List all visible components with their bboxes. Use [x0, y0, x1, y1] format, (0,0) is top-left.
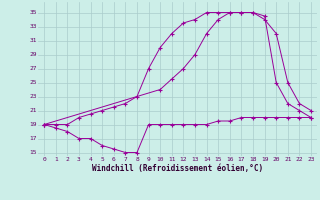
X-axis label: Windchill (Refroidissement éolien,°C): Windchill (Refroidissement éolien,°C) — [92, 164, 263, 173]
